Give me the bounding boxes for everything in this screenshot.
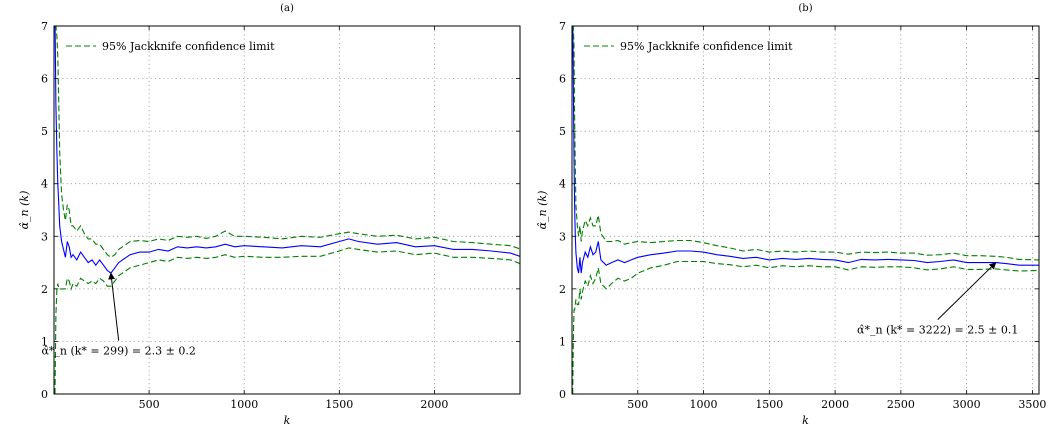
- series-line-estimate: [54, 26, 520, 274]
- y-tick-label: 5: [41, 125, 48, 138]
- legend-label: 95% Jackknife confidence limit: [102, 40, 275, 53]
- y-tick-label: 7: [559, 20, 566, 33]
- y-tick-label: 2: [559, 283, 566, 296]
- y-axis-label: α̂_n (k): [536, 191, 549, 230]
- series-line-estimate: [572, 26, 1039, 274]
- y-tick-label: 3: [559, 230, 566, 243]
- x-tick-label: 1500: [755, 398, 783, 411]
- y-tick-label: 1: [559, 335, 566, 348]
- y-tick-label: 7: [41, 20, 48, 33]
- x-tick-label: 1000: [690, 398, 718, 411]
- y-tick-label: 3: [41, 230, 48, 243]
- annotation-label: α̂*_n (k* = 299) = 2.3 ± 0.2: [41, 345, 195, 358]
- y-tick-label: 0: [559, 388, 566, 401]
- x-tick-label: 500: [139, 398, 160, 411]
- x-axis-label: k: [802, 414, 809, 427]
- x-tick-label: 2000: [821, 398, 849, 411]
- series-line-lower-limit: [54, 247, 520, 394]
- x-tick-label: 3500: [1018, 398, 1046, 411]
- y-axis-label: α̂_n (k): [18, 191, 31, 230]
- series-line-lower-limit: [572, 260, 1039, 394]
- legend-label: 95% Jackknife confidence limit: [620, 40, 793, 53]
- y-tick-label: 1: [41, 335, 48, 348]
- y-tick-label: 6: [559, 73, 566, 86]
- x-tick-label: 3000: [953, 398, 981, 411]
- series-line-upper-limit: [572, 26, 1039, 261]
- y-tick-label: 0: [41, 388, 48, 401]
- annotation-arrow: [937, 262, 997, 321]
- plot-frame: [53, 25, 521, 395]
- panel-b: (b) 500 1000 1500 2000 2500 3000 3500 0 1 2 3 4 5 6 7 k α…: [536, 3, 1046, 427]
- x-tick-label: 1000: [230, 398, 258, 411]
- plot-frame: [571, 25, 1040, 395]
- x-axis-label: k: [284, 414, 291, 427]
- y-tick-label: 4: [559, 178, 566, 191]
- chart-title: (a): [280, 3, 294, 14]
- annotation-arrow: [108, 272, 120, 341]
- y-tick-label: 5: [559, 125, 566, 138]
- annotation-label: α̂*_n (k* = 3222) = 2.5 ± 0.1: [857, 324, 1018, 337]
- y-tick-label: 4: [41, 178, 48, 191]
- panel-a: (a) 500 1000 1500 2000 0 1 2 3 4 5 6 7 k α̂_n (k) 95% J…: [18, 3, 521, 427]
- chart-title: (b): [798, 3, 812, 14]
- x-tick-label: 500: [627, 398, 648, 411]
- x-tick-label: 1500: [325, 398, 353, 411]
- y-tick-label: 2: [41, 283, 48, 296]
- x-tick-label: 2500: [887, 398, 915, 411]
- series-line-upper-limit: [55, 26, 520, 258]
- y-tick-label: 6: [41, 73, 48, 86]
- x-tick-label: 2000: [420, 398, 448, 411]
